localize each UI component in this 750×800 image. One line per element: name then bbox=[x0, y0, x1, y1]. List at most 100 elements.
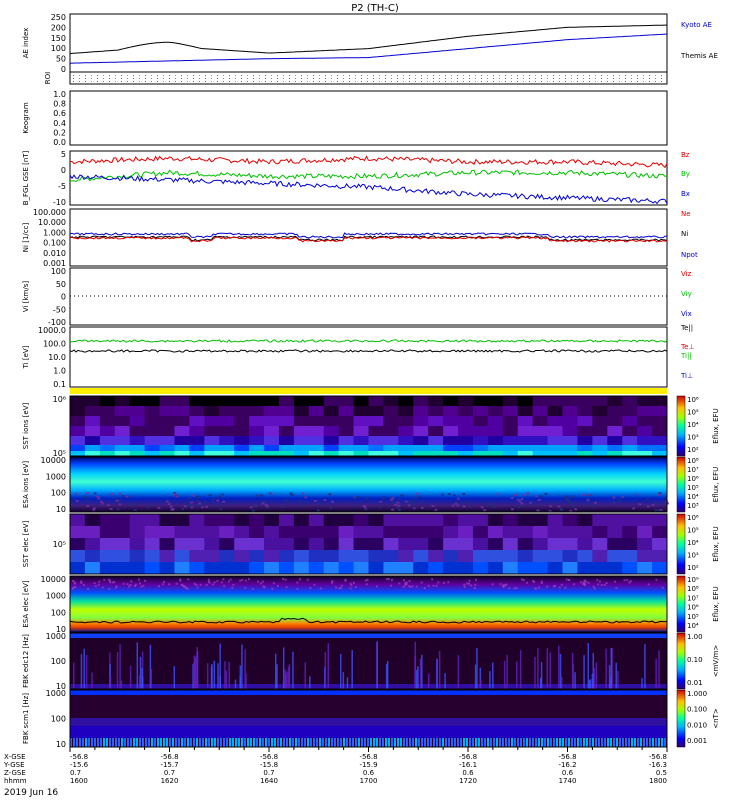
roi-dot bbox=[445, 78, 446, 79]
roi-dot bbox=[661, 75, 662, 76]
fbk-e-spike bbox=[309, 676, 311, 689]
colorbar-tick: 10³ bbox=[687, 502, 699, 510]
esa-ion-speck bbox=[251, 509, 255, 512]
esa-elec-speck bbox=[600, 584, 603, 587]
fbk-b-cell bbox=[226, 738, 228, 747]
roi-dot bbox=[559, 75, 560, 76]
sst-elec-cell bbox=[219, 526, 235, 538]
sst-ion-cell bbox=[398, 426, 414, 436]
roi-dot bbox=[553, 78, 554, 79]
sst-ion-cell bbox=[472, 406, 489, 416]
roi-dot bbox=[223, 78, 224, 79]
esa-ion-speck bbox=[96, 495, 100, 498]
roi-dot bbox=[193, 75, 194, 76]
fbk-e-spike bbox=[572, 663, 574, 689]
esa-ion-speck bbox=[587, 494, 591, 497]
fbk-b-cell bbox=[550, 738, 552, 747]
sst-ion-cell bbox=[607, 436, 623, 445]
roi-dot bbox=[619, 75, 620, 76]
esa-ion-speck bbox=[572, 505, 576, 508]
esa-ion-speck bbox=[551, 501, 555, 504]
fbk-b-cell bbox=[91, 738, 93, 747]
esa-elec-speck bbox=[389, 584, 392, 587]
sst-ion-cell bbox=[428, 451, 444, 456]
fbk-e-spike bbox=[116, 651, 119, 689]
roi-dot bbox=[451, 81, 452, 82]
sst-ion-cell bbox=[204, 416, 220, 426]
sst-elec-cell bbox=[622, 526, 638, 538]
legend-kyoto-ae: Kyoto AE bbox=[681, 21, 712, 29]
sst-ion-cell bbox=[204, 396, 220, 406]
roi-dot bbox=[133, 78, 134, 79]
sst-ion-cell bbox=[472, 436, 489, 445]
esa-elec-speck bbox=[408, 580, 411, 583]
sst-ion-cell bbox=[338, 445, 355, 451]
sst-elec-cell bbox=[413, 550, 429, 562]
y-gse-value: -16.1 bbox=[459, 761, 477, 769]
fbk-e-spike bbox=[276, 664, 278, 689]
esa-elec-speck bbox=[239, 579, 242, 582]
sst-ion-cell bbox=[592, 445, 608, 451]
sst-ion-cell bbox=[353, 416, 369, 426]
fbk-b-cell bbox=[649, 738, 651, 747]
sst-ion-cell bbox=[338, 416, 355, 426]
sst-ion-cell bbox=[443, 436, 459, 445]
esa-ion-speck bbox=[183, 505, 187, 508]
esa-elec-speck bbox=[349, 587, 352, 590]
roi-dot bbox=[655, 81, 656, 82]
esa-elec-speck bbox=[473, 587, 476, 590]
esa-elec-speck bbox=[251, 587, 254, 590]
roi-dot bbox=[391, 75, 392, 76]
roi-dot bbox=[427, 78, 428, 79]
esa-elec-speck bbox=[402, 585, 405, 588]
fbk-b-cell bbox=[382, 738, 384, 747]
y-axis-label: SST elec [eV] bbox=[22, 520, 30, 567]
fbk-e-spike bbox=[608, 665, 611, 689]
esa-ion-speck bbox=[517, 505, 521, 508]
sst-ion-cell bbox=[547, 416, 564, 426]
fbk-b-cell bbox=[166, 738, 168, 747]
fbk-b-cell bbox=[142, 738, 144, 747]
esa-ion-speck bbox=[534, 495, 538, 498]
sst-elec-cell bbox=[219, 514, 235, 526]
roi-dot bbox=[655, 78, 656, 79]
esa-elec-speck bbox=[598, 580, 601, 583]
roi-dot bbox=[499, 78, 500, 79]
roi-dot bbox=[157, 78, 158, 79]
sst-ion-cell bbox=[413, 416, 429, 426]
sst-ion-cell bbox=[204, 445, 220, 451]
y-tick-label: 50 bbox=[56, 280, 66, 289]
fbk-b-cell bbox=[292, 738, 294, 747]
sst-elec-cell bbox=[383, 562, 399, 574]
esa-elec-speck bbox=[199, 583, 202, 586]
roi-dot bbox=[217, 75, 218, 76]
roi-dot bbox=[211, 81, 212, 82]
sst-elec-cell bbox=[114, 526, 131, 538]
roi-dot bbox=[457, 78, 458, 79]
legend-velocity: Viz bbox=[681, 270, 692, 278]
colorbar-tick: 10³ bbox=[687, 552, 699, 560]
roi-dot bbox=[457, 81, 458, 82]
colorbar-tick: 10² bbox=[687, 446, 699, 454]
sst-ion-cell bbox=[622, 406, 638, 416]
esa-elec-speck bbox=[244, 579, 247, 582]
y-axis-label: B_FGL GSE [nT] bbox=[22, 150, 30, 205]
y-tick-label: -50 bbox=[53, 305, 66, 314]
fbk-b-cell bbox=[139, 738, 141, 747]
sst-ion-cell bbox=[547, 436, 564, 445]
sst-ion-cell bbox=[547, 396, 564, 406]
roi-dot bbox=[331, 81, 332, 82]
esa-ion-speck bbox=[537, 499, 541, 502]
roi-dot bbox=[625, 78, 626, 79]
y-tick-label: 10⁶ bbox=[53, 395, 66, 404]
esa-ion-speck bbox=[357, 496, 361, 499]
fbk-b-cell bbox=[409, 738, 411, 747]
sst-ion-cell bbox=[487, 406, 504, 416]
sst-ion-cell bbox=[592, 451, 608, 456]
fbk-b-cell bbox=[562, 738, 564, 747]
fbk-b-cell bbox=[370, 738, 372, 747]
sst-ion-cell bbox=[487, 436, 504, 445]
colorbar-tick: 1.000 bbox=[687, 690, 707, 698]
sst-ion-cell bbox=[99, 396, 116, 406]
y-tick-label: 250 bbox=[51, 13, 66, 22]
